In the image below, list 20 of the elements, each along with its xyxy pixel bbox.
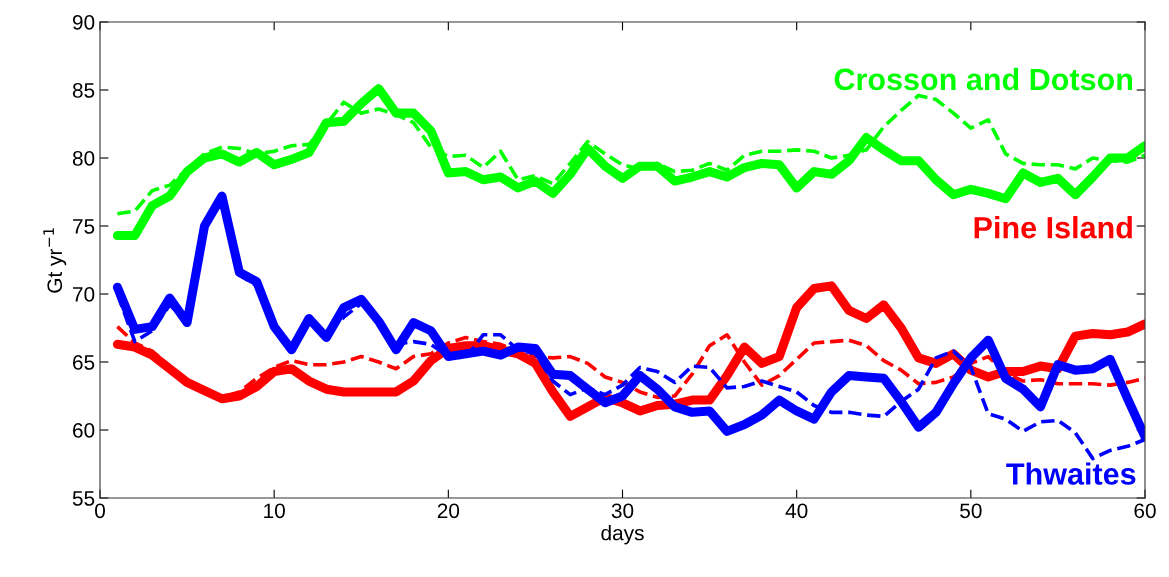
x-tick-label: 0 (95, 503, 105, 519)
y-tick-label: 55 (72, 491, 95, 506)
y-tick-label: 65 (73, 355, 95, 370)
x-tick-label: 20 (437, 503, 460, 519)
x-tick-label: 30 (611, 503, 634, 519)
y-tick-label: 70 (73, 287, 95, 302)
text: Pine Island (974, 216, 1132, 239)
series-label: Thwaites (1006, 462, 1136, 485)
y-tick-label: 60 (73, 423, 95, 438)
x-tick-label: 40 (785, 503, 808, 519)
x-tick-label: 60 (1134, 503, 1156, 519)
y-axis-title: Gt yr$^{−1}$ (43, 228, 67, 293)
x-axis-title: days (601, 525, 644, 545)
y-tick-label: 90 (72, 15, 95, 30)
series-label: Crosson and Dotson (834, 67, 1133, 91)
y-tick-label: 80 (72, 151, 95, 166)
y-tick-label: 85 (72, 83, 95, 98)
x-tick-label: 50 (960, 503, 982, 519)
x-tick-label: 10 (264, 503, 285, 519)
y-tick-label: 75 (73, 219, 95, 234)
